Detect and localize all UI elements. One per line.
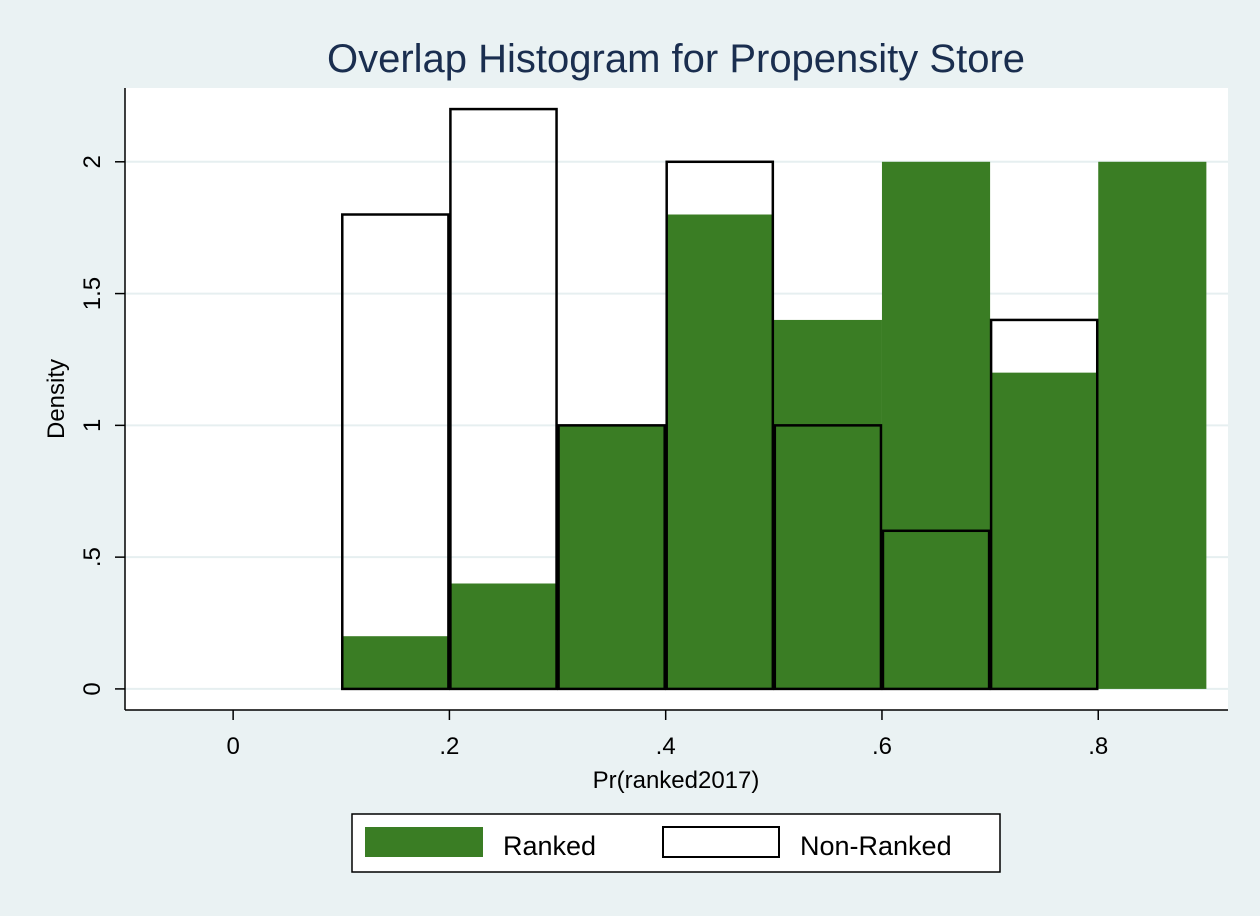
bar-non-ranked bbox=[449, 107, 558, 691]
y-axis-label: Density bbox=[43, 359, 70, 439]
x-ticks: 0 .2 .4 .6 .8 bbox=[226, 710, 1108, 760]
y-tick-label: 1.5 bbox=[79, 277, 106, 310]
bar-non-ranked bbox=[773, 424, 883, 691]
bar-non-ranked bbox=[557, 424, 666, 691]
bar-ranked bbox=[881, 161, 991, 689]
bar-ranked bbox=[341, 636, 450, 689]
legend: Ranked Non-Ranked bbox=[351, 813, 1001, 873]
x-tick-label: 0 bbox=[226, 733, 239, 760]
bar-ranked bbox=[990, 372, 1099, 689]
legend-swatch-ranked bbox=[365, 827, 483, 857]
bar-ranked bbox=[773, 319, 882, 689]
legend-swatch-non-ranked bbox=[662, 826, 780, 858]
x-tick-label: .4 bbox=[656, 733, 676, 760]
bar-non-ranked bbox=[665, 160, 775, 691]
ranked-bars bbox=[341, 161, 1207, 689]
x-axis-label: Pr(ranked2017) bbox=[593, 767, 760, 794]
bar-non-ranked bbox=[881, 529, 991, 691]
bar-non-ranked bbox=[341, 213, 450, 691]
y-tick-label: .5 bbox=[79, 547, 106, 567]
y-ticks: 0 .5 1 1.5 2 bbox=[79, 155, 125, 696]
y-tick-label: 0 bbox=[79, 682, 106, 695]
x-tick-label: .8 bbox=[1088, 733, 1108, 760]
non-ranked-bars bbox=[341, 107, 1099, 691]
bar-ranked bbox=[665, 214, 774, 689]
chart-title: Overlap Histogram for Propensity Store bbox=[327, 37, 1025, 81]
y-tick-label: 1 bbox=[79, 419, 106, 432]
bar-ranked bbox=[449, 583, 558, 689]
legend-label-non-ranked: Non-Ranked bbox=[800, 831, 952, 861]
bar-ranked bbox=[557, 425, 666, 689]
bar-ranked bbox=[1098, 161, 1207, 689]
axes bbox=[124, 88, 1228, 711]
legend-label-ranked: Ranked bbox=[503, 831, 596, 861]
y-tick-label: 2 bbox=[79, 155, 106, 168]
bar-non-ranked bbox=[989, 318, 1099, 691]
x-tick-label: .6 bbox=[872, 733, 892, 760]
x-tick-label: .2 bbox=[439, 733, 459, 760]
